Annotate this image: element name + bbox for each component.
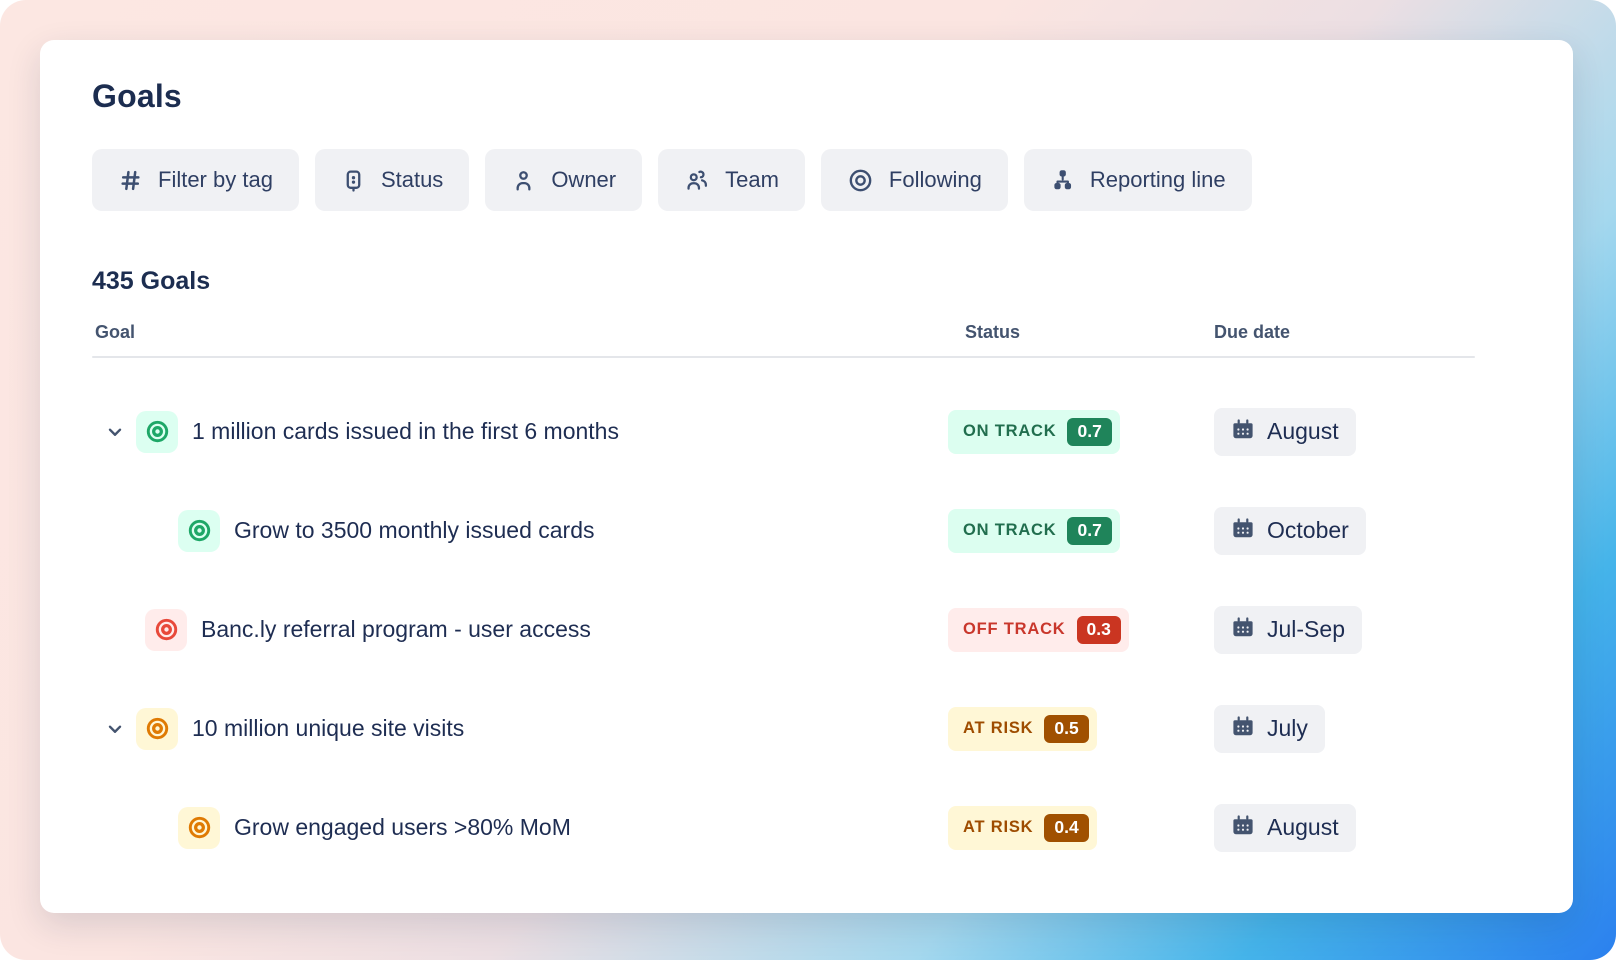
status-score: 0.3 (1076, 615, 1121, 644)
status-score: 0.7 (1067, 417, 1112, 446)
goals-panel: Goals Filter by tag (40, 40, 1573, 913)
filter-status-button[interactable]: Status (314, 149, 470, 211)
goal-target-icon (136, 707, 178, 750)
person-icon (511, 168, 536, 193)
due-date-label: August (1267, 418, 1339, 444)
due-date-chip[interactable]: Jul-Sep (1214, 605, 1362, 654)
status-cell: AT RISK 0.5 (948, 706, 1214, 751)
goal-cell: Grow engaged users >80% MoM (92, 806, 948, 849)
filter-bar: Filter by tag Status (92, 149, 1521, 211)
goal-cell: 10 million unique site visits (92, 707, 948, 750)
goal-count-heading: 435 Goals (92, 267, 211, 295)
status-score: 0.4 (1044, 813, 1089, 842)
due-date-chip[interactable]: August (1214, 803, 1356, 852)
status-cell: ON TRACK 0.7 (948, 508, 1214, 553)
table-row: Grow engaged users >80% MoM AT RISK 0.4 … (92, 778, 1521, 877)
filter-following-button[interactable]: Following (820, 149, 1008, 211)
column-header-due-date: Due date (1214, 322, 1291, 342)
goal-title[interactable]: Grow engaged users >80% MoM (234, 814, 571, 840)
chevron-down-icon[interactable] (104, 421, 126, 443)
due-date-label: October (1267, 517, 1349, 543)
table-row: 1 million cards issued in the first 6 mo… (92, 382, 1521, 481)
goal-table-body: 1 million cards issued in the first 6 mo… (92, 358, 1521, 877)
status-score: 0.7 (1067, 516, 1112, 545)
due-date-cell: October (1214, 506, 1521, 555)
hash-icon (118, 168, 143, 193)
page-title: Goals (92, 78, 182, 114)
goal-cell: 1 million cards issued in the first 6 mo… (92, 410, 948, 453)
table-header-divider (92, 356, 1475, 358)
following-icon (847, 167, 874, 194)
due-date-label: Jul-Sep (1267, 616, 1345, 642)
status-badge[interactable]: ON TRACK 0.7 (948, 508, 1120, 553)
calendar-icon (1231, 714, 1255, 744)
status-label: OFF TRACK (963, 620, 1066, 638)
goal-title[interactable]: Grow to 3500 monthly issued cards (234, 517, 595, 543)
table-header: Goal Status Due date (92, 322, 1521, 343)
status-cell: ON TRACK 0.7 (948, 409, 1214, 454)
goal-title[interactable]: 1 million cards issued in the first 6 mo… (192, 418, 619, 444)
filter-label: Following (888, 167, 982, 192)
status-cell: AT RISK 0.4 (948, 805, 1214, 850)
filter-label: Filter by tag (158, 167, 273, 192)
filter-by-tag-button[interactable]: Filter by tag (92, 149, 299, 211)
goal-target-icon (178, 806, 220, 849)
due-date-label: July (1267, 715, 1308, 741)
filter-team-button[interactable]: Team (658, 149, 805, 211)
status-label: AT RISK (963, 719, 1034, 737)
filter-label: Reporting line (1089, 167, 1226, 192)
status-score: 0.5 (1044, 714, 1089, 743)
due-date-label: August (1267, 814, 1339, 840)
column-header-goal: Goal (95, 322, 136, 342)
filter-reporting-line-button[interactable]: Reporting line (1023, 149, 1252, 211)
due-date-cell: August (1214, 803, 1521, 852)
status-label: ON TRACK (963, 422, 1057, 440)
status-label: ON TRACK (963, 521, 1057, 539)
column-header-status: Status (965, 322, 1021, 342)
goal-title[interactable]: Banc.ly referral program - user access (201, 616, 591, 642)
team-icon (684, 167, 710, 193)
filter-owner-button[interactable]: Owner (485, 149, 643, 211)
goal-title[interactable]: 10 million unique site visits (192, 715, 465, 741)
filter-label: Status (380, 167, 444, 192)
status-badge[interactable]: OFF TRACK 0.3 (948, 607, 1129, 652)
table-row: Grow to 3500 monthly issued cards ON TRA… (92, 481, 1521, 580)
due-date-cell: July (1214, 704, 1521, 753)
due-date-cell: August (1214, 407, 1521, 456)
status-label: AT RISK (963, 818, 1034, 836)
status-badge[interactable]: AT RISK 0.5 (948, 706, 1097, 751)
status-badge[interactable]: AT RISK 0.4 (948, 805, 1097, 850)
due-date-cell: Jul-Sep (1214, 605, 1521, 654)
status-badge[interactable]: ON TRACK 0.7 (948, 409, 1120, 454)
goal-cell: Grow to 3500 monthly issued cards (92, 509, 948, 552)
reporting-line-icon (1050, 168, 1075, 193)
filter-label: Team (725, 167, 779, 192)
status-icon (341, 168, 366, 193)
goal-cell: Banc.ly referral program - user access (92, 608, 948, 651)
calendar-icon (1231, 615, 1255, 645)
chevron-down-icon[interactable] (104, 718, 126, 740)
status-cell: OFF TRACK 0.3 (948, 607, 1214, 652)
goal-target-icon (145, 608, 187, 651)
goal-target-icon (136, 410, 178, 453)
calendar-icon (1231, 417, 1255, 447)
due-date-chip[interactable]: July (1214, 704, 1325, 753)
table-row: 10 million unique site visits AT RISK 0.… (92, 679, 1521, 778)
due-date-chip[interactable]: August (1214, 407, 1356, 456)
filter-label: Owner (551, 167, 617, 192)
table-row: Banc.ly referral program - user access O… (92, 580, 1521, 679)
due-date-chip[interactable]: October (1214, 506, 1366, 555)
calendar-icon (1231, 516, 1255, 546)
calendar-icon (1231, 813, 1255, 843)
goal-target-icon (178, 509, 220, 552)
